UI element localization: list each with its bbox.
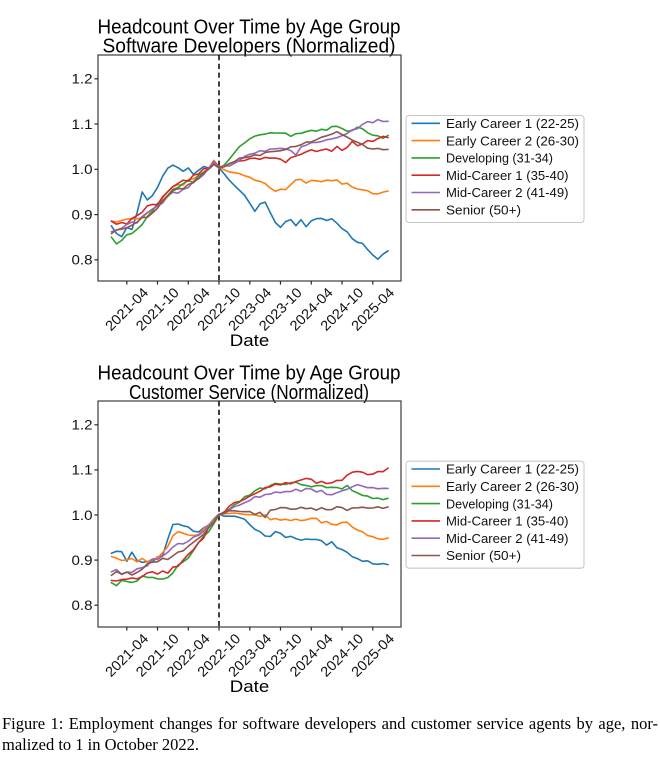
svg-text:1.2: 1.2 — [72, 71, 93, 87]
svg-text:Mid-Career 1 (35-40): Mid-Career 1 (35-40) — [446, 168, 569, 183]
svg-text:Senior (50+): Senior (50+) — [446, 203, 521, 218]
svg-text:1.0: 1.0 — [72, 507, 93, 523]
svg-text:Early Career 1 (22-25): Early Career 1 (22-25) — [446, 116, 579, 131]
svg-text:Developing (31-34): Developing (31-34) — [446, 496, 553, 511]
svg-text:Date: Date — [230, 332, 270, 350]
svg-text:1.1: 1.1 — [72, 462, 93, 478]
svg-text:Developing (31-34): Developing (31-34) — [446, 151, 553, 166]
svg-text:Software Developers (Normalize: Software Developers (Normalized) — [103, 36, 396, 58]
svg-text:Date: Date — [230, 678, 270, 696]
svg-text:Early Career 1 (22-25): Early Career 1 (22-25) — [446, 462, 579, 477]
svg-text:1.2: 1.2 — [72, 417, 93, 433]
svg-text:0.9: 0.9 — [72, 206, 93, 222]
svg-text:1.0: 1.0 — [72, 161, 93, 177]
svg-text:1.1: 1.1 — [72, 116, 93, 132]
svg-text:0.9: 0.9 — [72, 552, 93, 568]
svg-text:Headcount Over Time by Age Gro: Headcount Over Time by Age Group — [98, 362, 401, 384]
svg-text:Senior (50+): Senior (50+) — [446, 548, 521, 563]
svg-text:Mid-Career 2 (41-49): Mid-Career 2 (41-49) — [446, 185, 569, 200]
svg-text:Customer Service (Normalized): Customer Service (Normalized) — [129, 382, 369, 404]
svg-text:Headcount Over Time by Age Gro: Headcount Over Time by Age Group — [98, 16, 401, 38]
svg-text:Early Career 2 (26-30): Early Career 2 (26-30) — [446, 479, 579, 494]
svg-text:0.8: 0.8 — [72, 252, 93, 268]
svg-text:Mid-Career 1 (35-40): Mid-Career 1 (35-40) — [446, 514, 569, 529]
svg-text:Mid-Career 2 (41-49): Mid-Career 2 (41-49) — [446, 531, 569, 546]
svg-text:Early Career 2 (26-30): Early Career 2 (26-30) — [446, 133, 579, 148]
svg-text:0.8: 0.8 — [72, 597, 93, 613]
